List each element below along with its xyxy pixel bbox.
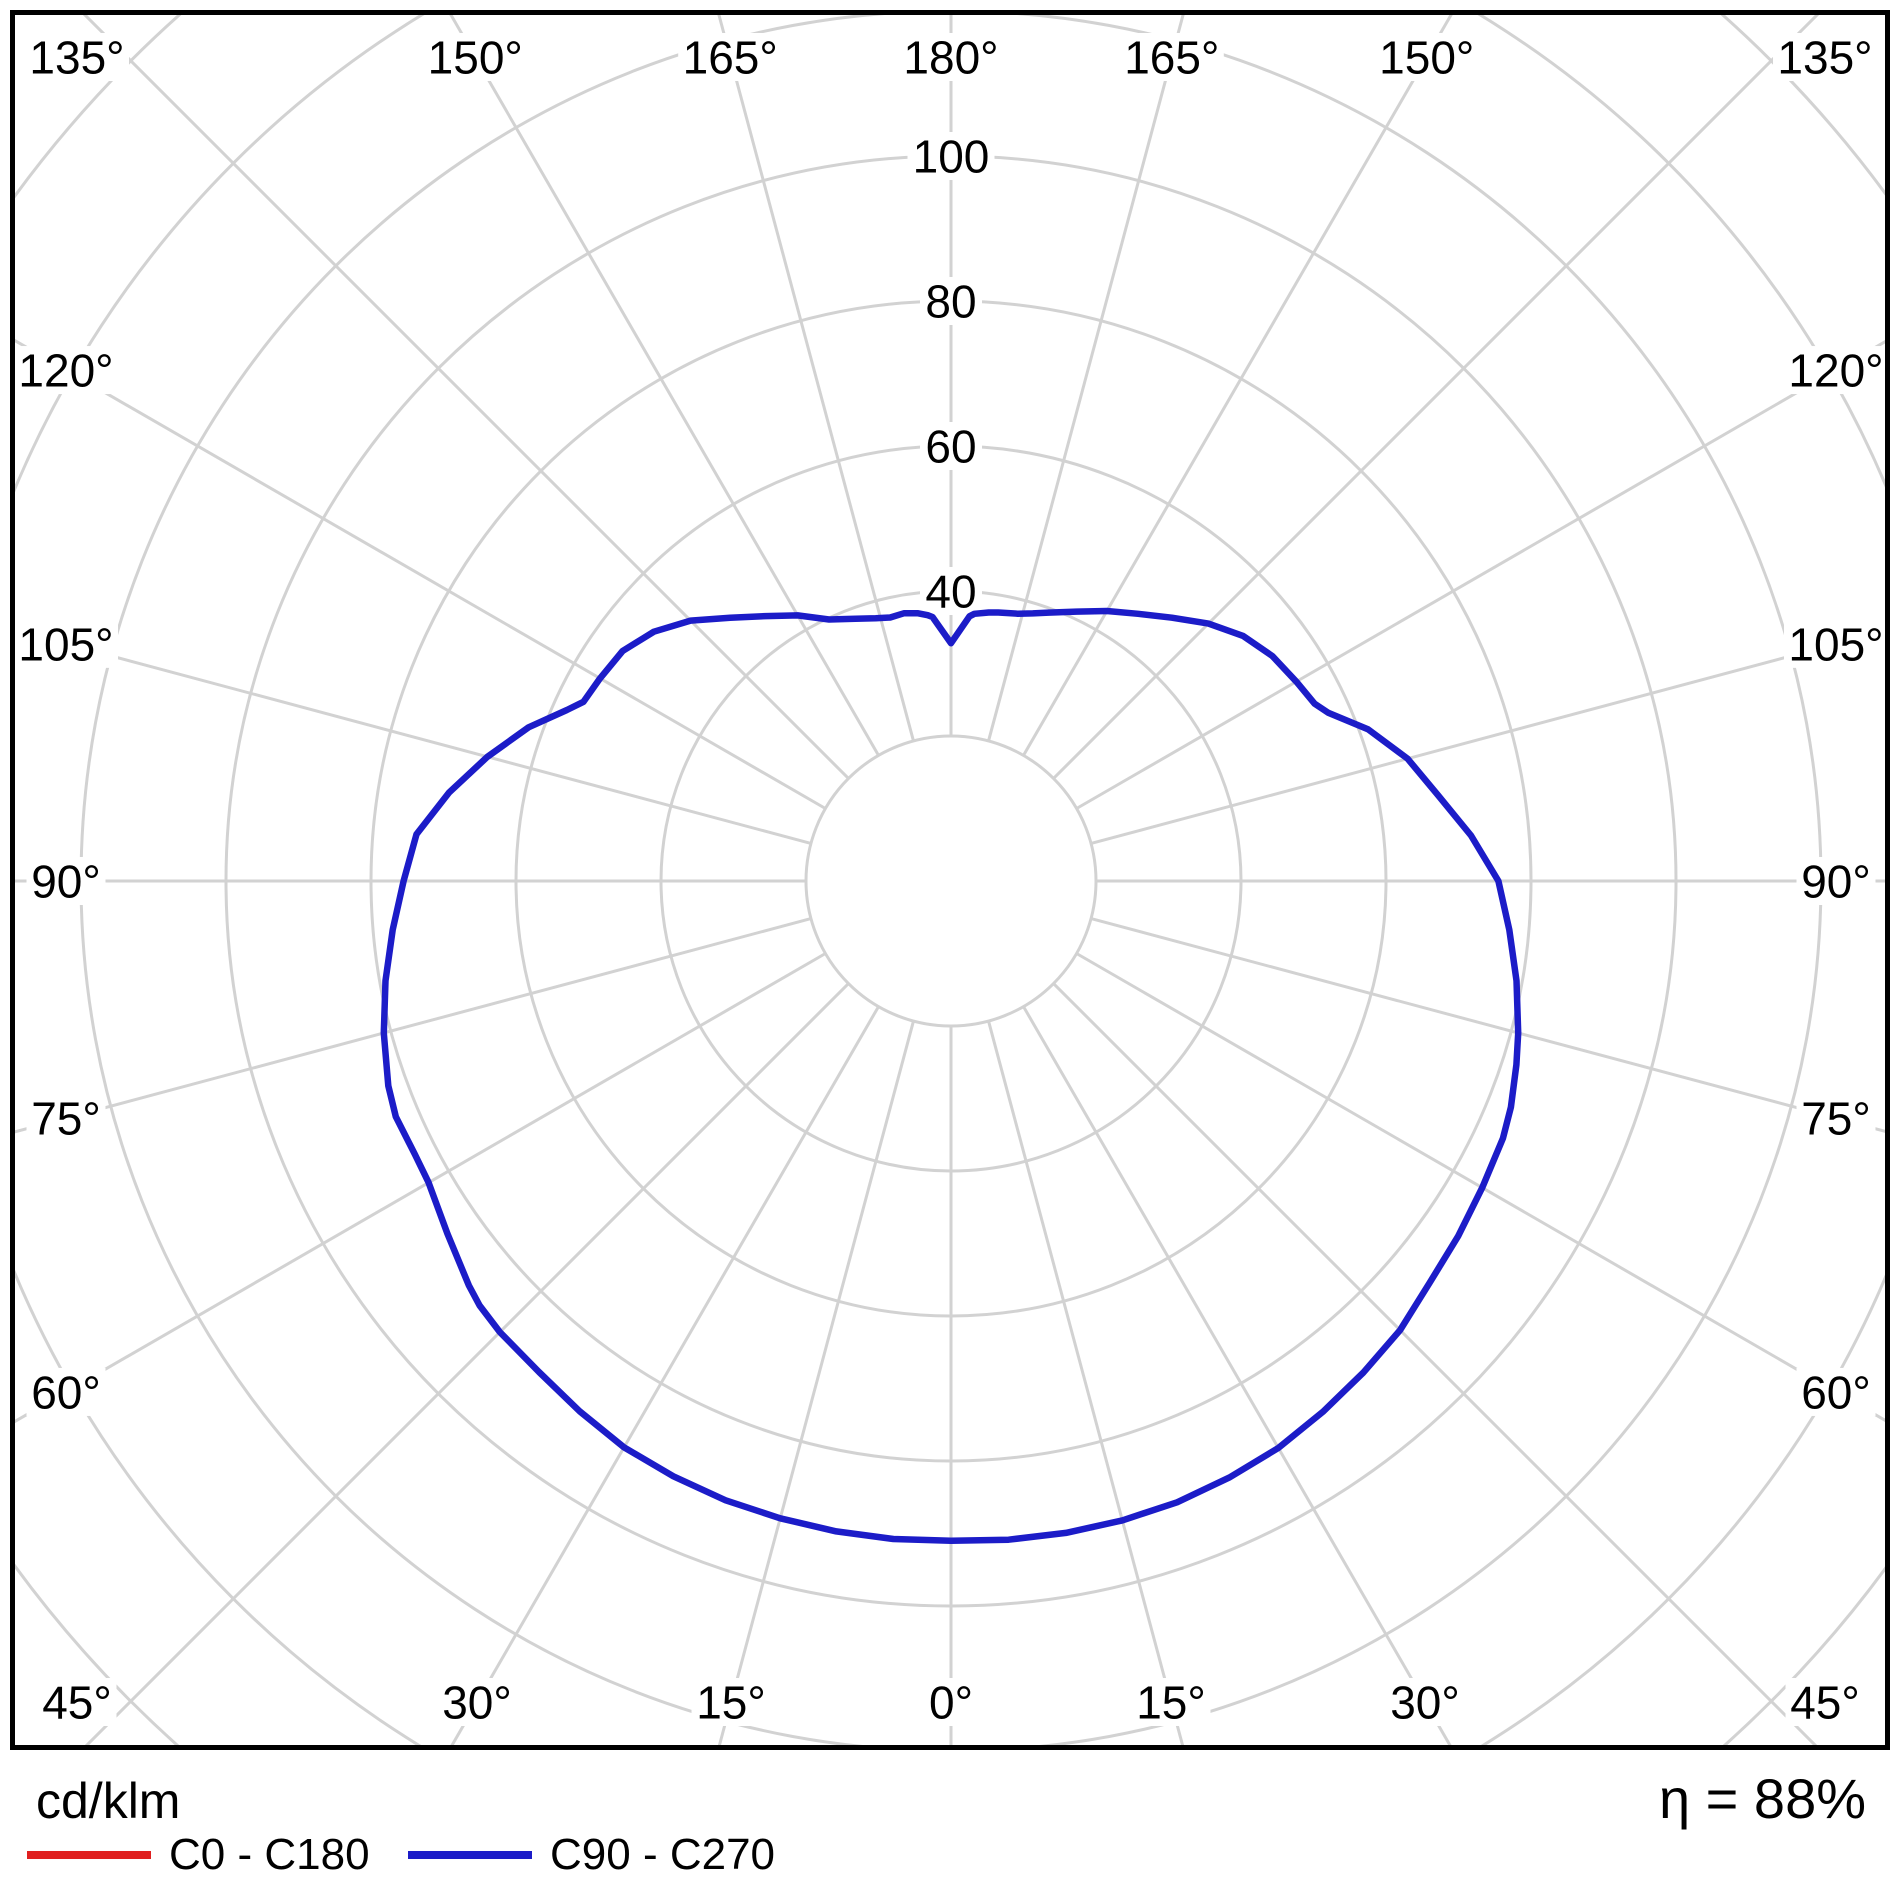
angle-label-180-right: 180° <box>903 32 998 84</box>
grid-spoke-210 <box>449 15 880 757</box>
grid-spoke-75 <box>1090 917 1885 1133</box>
grid-spoke-135 <box>1052 15 1820 780</box>
legend: C0 - C180 C90 - C270 <box>27 1830 1127 1880</box>
angle-label-45-right-bg <box>1785 1678 1865 1726</box>
polar-photometric-chart: 40 60 80 100 0° 15° 15° 30° 30° 45° 45° 60° 60° 75° 75… <box>10 10 1890 1750</box>
grid-spoke-240 <box>15 338 827 810</box>
grid-spoke-330 <box>450 1005 880 1745</box>
angle-label-135-left: 135° <box>29 32 124 84</box>
grid-spoke-45 <box>1052 982 1818 1745</box>
grid-spoke-300 <box>15 952 827 1424</box>
radial-label-80-bg <box>920 277 982 325</box>
angle-label-120-right-bg <box>1784 346 1888 395</box>
grid-spoke-225 <box>82 15 850 780</box>
angle-label-75-left-bg <box>26 1094 106 1143</box>
angle-label-75-right-bg <box>1796 1094 1876 1143</box>
angle-label-75-left: 75° <box>31 1093 101 1145</box>
legend-item-c0-c180: C0 - C180 <box>27 1830 370 1880</box>
grid-spoke-315 <box>84 982 850 1745</box>
curve-C90-C270 <box>380 607 1522 1545</box>
angle-label-15-left-bg <box>691 1678 771 1726</box>
angle-label-15-right-bg <box>1131 1678 1211 1726</box>
angle-label-30-right: 30° <box>1390 1677 1460 1729</box>
angle-label-75-right: 75° <box>1801 1093 1871 1145</box>
angle-label-15-left: 15° <box>696 1677 766 1729</box>
grid-spoke-285 <box>15 917 812 1134</box>
units-label: cd/klm <box>36 1773 181 1829</box>
grid-spoke-105 <box>1090 629 1885 845</box>
angle-label-60-right-bg <box>1796 1367 1876 1416</box>
radial-label-40: 40 <box>925 566 976 618</box>
c0-c180-line-swatch <box>27 1851 151 1859</box>
angle-label-45-right: 45° <box>1790 1677 1860 1729</box>
angle-label-105-right: 105° <box>1788 618 1883 670</box>
angle-label-120-left: 120° <box>18 345 113 397</box>
grid-spoke-195 <box>717 15 915 742</box>
angle-label-135-left-bg <box>25 33 129 81</box>
grid-spoke-165 <box>987 15 1185 742</box>
grid-spoke-60 <box>1075 952 1885 1422</box>
angle-label-120-right: 120° <box>1788 345 1883 397</box>
angle-label-135-right: 135° <box>1777 32 1872 84</box>
angle-label-105-left: 105° <box>18 618 113 670</box>
plot-frame <box>10 10 1890 1750</box>
radial-label-80: 80 <box>925 276 976 328</box>
angle-label-165-right-bg <box>1119 33 1224 81</box>
radial-label-40-bg <box>920 567 982 615</box>
angle-label-0-right: 0° <box>929 1677 973 1729</box>
angle-label-30-left: 30° <box>442 1677 512 1729</box>
angle-label-15-right: 15° <box>1136 1677 1206 1729</box>
light-output-ratio-label: η = 88% <box>1658 1767 1866 1830</box>
c90-c270-legend-label: C90 - C270 <box>550 1830 776 1879</box>
angle-label-150-right: 150° <box>1379 32 1474 84</box>
angle-label-45-left: 45° <box>42 1677 112 1729</box>
angle-label-120-left-bg <box>14 346 118 395</box>
angle-label-45-left-bg <box>37 1678 117 1726</box>
grid-spoke-30 <box>1022 1005 1452 1745</box>
radial-label-100: 100 <box>913 131 990 183</box>
radial-label-100-bg <box>907 132 995 180</box>
grid-spoke-345 <box>717 1020 915 1745</box>
grid-ring-20 <box>804 734 1098 1028</box>
angle-label-150-right-bg <box>1374 33 1479 81</box>
grid-spoke-120 <box>1075 340 1885 810</box>
angle-label-165-left-bg <box>678 33 783 81</box>
angle-label-135-right-bg <box>1773 33 1877 81</box>
c90-c270-line-swatch <box>408 1851 532 1859</box>
grid-labels: 40 60 80 100 0° 15° 15° 30° 30° 45° 45° 60° 60° 75° 75… <box>14 32 1888 1729</box>
angle-label-165-left: 165° <box>683 32 778 84</box>
angle-label-90-left-bg <box>26 857 106 905</box>
angle-label-150-left: 150° <box>428 32 523 84</box>
angle-label-60-left: 60° <box>31 1367 101 1419</box>
grid-spoke-150 <box>1022 15 1453 757</box>
legend-item-c90-c270: C90 - C270 <box>408 1830 775 1880</box>
radial-label-60: 60 <box>925 421 976 473</box>
angle-label-0-right-bg <box>924 1678 978 1726</box>
c0-c180-legend-label: C0 - C180 <box>169 1830 370 1879</box>
grid-spoke-255 <box>15 628 812 845</box>
angle-label-30-right-bg <box>1385 1678 1465 1726</box>
angle-label-150-left-bg <box>423 33 528 81</box>
angle-label-90-right-bg <box>1796 857 1876 905</box>
radial-label-60-bg <box>920 422 982 470</box>
angle-label-90-left: 90° <box>31 856 101 908</box>
grid-spoke-15 <box>987 1020 1185 1745</box>
angle-label-105-left-bg <box>14 619 118 668</box>
angle-label-165-right: 165° <box>1124 32 1219 84</box>
angle-label-60-right: 60° <box>1801 1367 1871 1419</box>
angle-label-60-left-bg <box>26 1367 106 1416</box>
angle-label-90-right: 90° <box>1801 856 1871 908</box>
angle-label-30-left-bg <box>437 1678 517 1726</box>
polar-grid <box>15 15 1885 1745</box>
angle-label-180-right-bg <box>899 33 1003 81</box>
angle-label-105-right-bg <box>1784 619 1888 668</box>
